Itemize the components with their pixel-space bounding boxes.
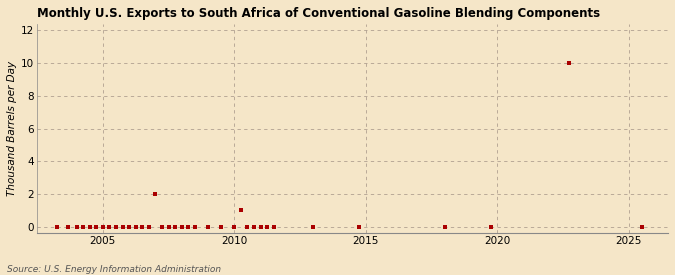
Point (354, 224, 364, 229)
Point (248, 224, 259, 229)
Point (130, 224, 141, 229)
Point (157, 224, 167, 229)
Point (176, 224, 187, 229)
Point (269, 224, 279, 229)
Point (564, 61, 575, 65)
Point (71, 224, 82, 229)
Point (255, 224, 266, 229)
Point (104, 224, 115, 229)
Point (308, 224, 319, 229)
Point (84, 224, 95, 229)
Point (91, 224, 102, 229)
Point (190, 224, 200, 229)
Point (163, 224, 174, 229)
Point (229, 224, 240, 229)
Point (124, 224, 134, 229)
Point (97, 224, 108, 229)
Y-axis label: Thousand Barrels per Day: Thousand Barrels per Day (7, 61, 17, 196)
Point (637, 224, 647, 229)
Point (150, 192, 161, 196)
Text: Source: U.S. Energy Information Administration: Source: U.S. Energy Information Administ… (7, 265, 221, 274)
Point (202, 224, 213, 229)
Point (236, 208, 246, 213)
Point (183, 224, 194, 229)
Point (144, 224, 155, 229)
Point (216, 224, 227, 229)
Point (63, 224, 74, 229)
Point (439, 224, 450, 229)
Point (111, 224, 122, 229)
Point (78, 224, 88, 229)
Point (117, 224, 128, 229)
Point (169, 224, 180, 229)
Point (262, 224, 273, 229)
Point (137, 224, 148, 229)
Text: Monthly U.S. Exports to South Africa of Conventional Gasoline Blending Component: Monthly U.S. Exports to South Africa of … (37, 7, 600, 20)
Point (51, 224, 62, 229)
Point (485, 224, 496, 229)
Point (242, 224, 253, 229)
